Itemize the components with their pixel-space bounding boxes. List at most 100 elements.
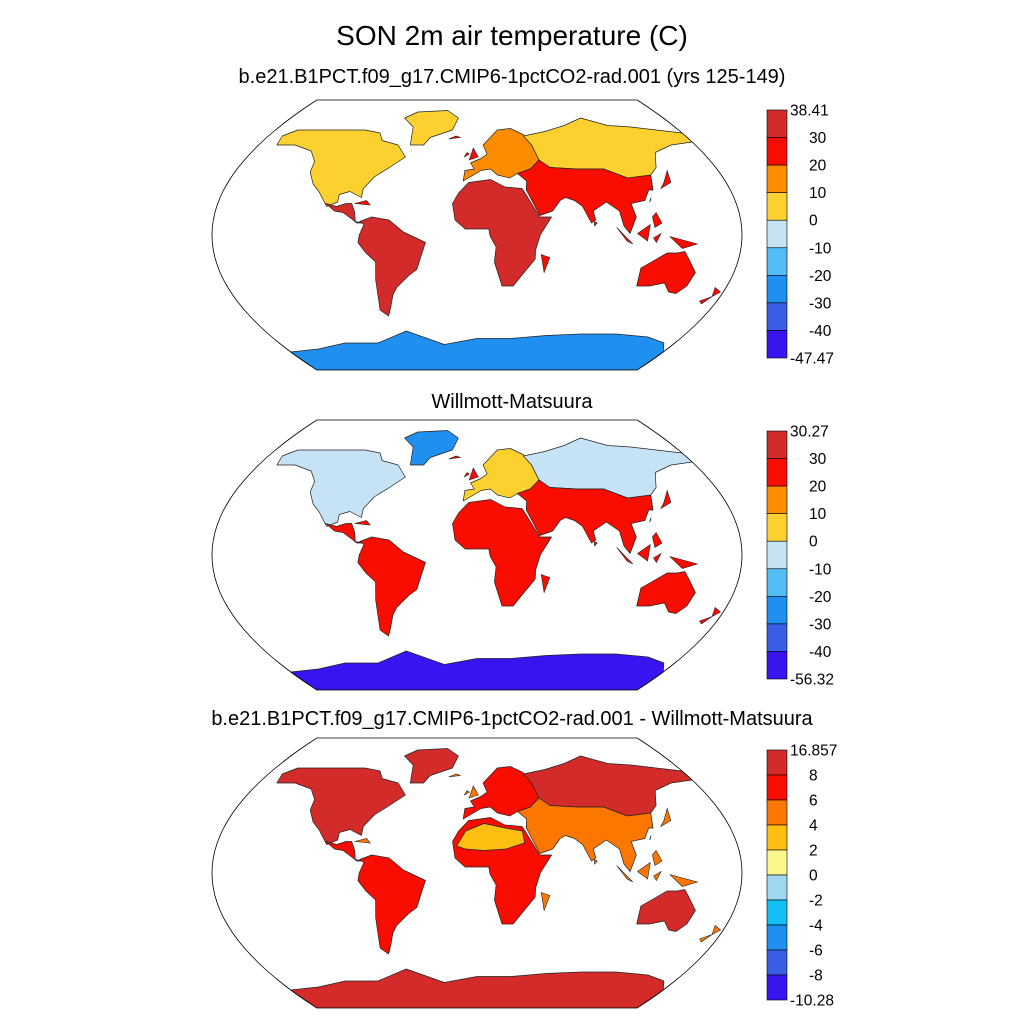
colorbar-swatch bbox=[766, 651, 788, 680]
colorbar-swatch bbox=[766, 924, 788, 951]
colorbar-swatch bbox=[766, 219, 788, 249]
colorbar-label: -40 bbox=[809, 323, 832, 340]
colorbar-swatch bbox=[766, 824, 788, 851]
island bbox=[649, 835, 652, 841]
region-greenland bbox=[404, 748, 459, 784]
region-europe bbox=[462, 766, 540, 820]
island bbox=[593, 540, 598, 547]
colorbar-swatch bbox=[766, 568, 788, 597]
colorbar-label: 20 bbox=[809, 158, 827, 175]
colorbar-label: 4 bbox=[809, 818, 818, 835]
island bbox=[463, 472, 470, 478]
colorbar-swatch bbox=[766, 899, 788, 926]
island bbox=[649, 197, 652, 203]
colorbar-label: -20 bbox=[809, 268, 832, 285]
region-north-america bbox=[276, 449, 406, 527]
island bbox=[354, 520, 371, 526]
region-central-america bbox=[325, 523, 363, 544]
island bbox=[660, 169, 672, 190]
colorbar-label: -10 bbox=[809, 561, 832, 578]
region-north-america bbox=[276, 767, 406, 845]
region-greenland bbox=[404, 110, 459, 146]
colorbar-label: -30 bbox=[809, 295, 832, 312]
map-border bbox=[211, 419, 743, 691]
colorbar-swatch bbox=[766, 275, 788, 304]
island bbox=[653, 552, 662, 564]
region-australia bbox=[636, 251, 696, 294]
colorbar-swatch bbox=[766, 164, 788, 193]
colorbar-swatch bbox=[766, 974, 788, 1001]
island bbox=[636, 223, 651, 242]
colorbar-label: -20 bbox=[809, 589, 832, 606]
island bbox=[653, 232, 662, 244]
map-panel-3 bbox=[211, 737, 743, 1009]
colorbar-label: 0 bbox=[809, 213, 818, 230]
island bbox=[660, 807, 672, 828]
region-europe bbox=[462, 128, 540, 182]
island bbox=[468, 467, 479, 481]
colorbar-label: 8 bbox=[809, 768, 818, 785]
colorbar-swatch bbox=[766, 302, 788, 331]
colorbar-label: -10.28 bbox=[790, 993, 834, 1010]
region-south-asia bbox=[517, 797, 654, 872]
island bbox=[593, 220, 598, 227]
island bbox=[669, 874, 699, 887]
region-south-america bbox=[357, 536, 426, 637]
panel-3-title: b.e21.B1PCT.f09_g17.CMIP6-1pctCO2-rad.00… bbox=[211, 708, 813, 730]
region-central-america bbox=[325, 841, 363, 862]
colorbar-swatch bbox=[766, 485, 788, 514]
colorbar-label: 0 bbox=[809, 534, 818, 551]
island bbox=[540, 892, 551, 912]
island bbox=[593, 858, 598, 865]
region-south-asia bbox=[517, 159, 654, 234]
colorbar-label: 10 bbox=[809, 185, 827, 202]
region-south-america bbox=[357, 854, 426, 955]
region-africa bbox=[452, 499, 552, 607]
colorbar-swatch bbox=[766, 430, 788, 459]
island bbox=[669, 236, 699, 249]
island bbox=[699, 296, 713, 305]
colorbar-swatch bbox=[766, 849, 788, 876]
colorbar-label: -10 bbox=[809, 240, 832, 257]
colorbar-label: 20 bbox=[809, 479, 827, 496]
colorbar-label: 38.41 bbox=[790, 103, 829, 120]
colorbar-swatch bbox=[766, 458, 788, 487]
colorbar-label: -40 bbox=[809, 644, 832, 661]
region-sahara bbox=[456, 823, 525, 851]
island bbox=[711, 924, 722, 936]
colorbar-2: 30.27 30 20 10 0 -10 -20 -30 -40 -56.32 bbox=[766, 424, 834, 689]
island bbox=[448, 135, 461, 140]
island bbox=[354, 200, 371, 206]
region-africa bbox=[452, 179, 552, 287]
island bbox=[616, 547, 634, 565]
colorbar-swatch bbox=[766, 247, 788, 276]
colorbar-label: -30 bbox=[809, 616, 832, 633]
colorbar-1: 38.41 30 20 10 0 -10 -20 -30 -40 -47.47 bbox=[766, 103, 834, 368]
land-layer bbox=[276, 748, 722, 1008]
map-panel-2 bbox=[211, 419, 743, 691]
colorbar-label: 30.27 bbox=[790, 424, 829, 441]
island bbox=[463, 152, 470, 158]
island bbox=[711, 606, 722, 618]
region-south-asia bbox=[517, 479, 654, 554]
colorbar-swatch bbox=[766, 799, 788, 826]
island bbox=[468, 785, 479, 799]
island bbox=[463, 790, 470, 796]
panel-2-title: Willmott-Matsuura bbox=[431, 391, 593, 413]
island bbox=[468, 147, 479, 161]
colorbar-swatch bbox=[766, 949, 788, 976]
island bbox=[448, 455, 461, 460]
region-australia bbox=[636, 571, 696, 614]
island bbox=[652, 531, 663, 548]
colorbar-label: 10 bbox=[809, 506, 827, 523]
island bbox=[699, 616, 713, 625]
colorbar-swatch bbox=[766, 109, 788, 138]
island bbox=[652, 849, 663, 866]
colorbar-label: -2 bbox=[809, 893, 823, 910]
colorbar-swatch bbox=[766, 774, 788, 801]
panel-1-title: b.e21.B1PCT.f09_g17.CMIP6-1pctCO2-rad.00… bbox=[238, 66, 786, 88]
island bbox=[711, 286, 722, 298]
island bbox=[448, 773, 461, 778]
colorbar-label: 2 bbox=[809, 843, 818, 860]
